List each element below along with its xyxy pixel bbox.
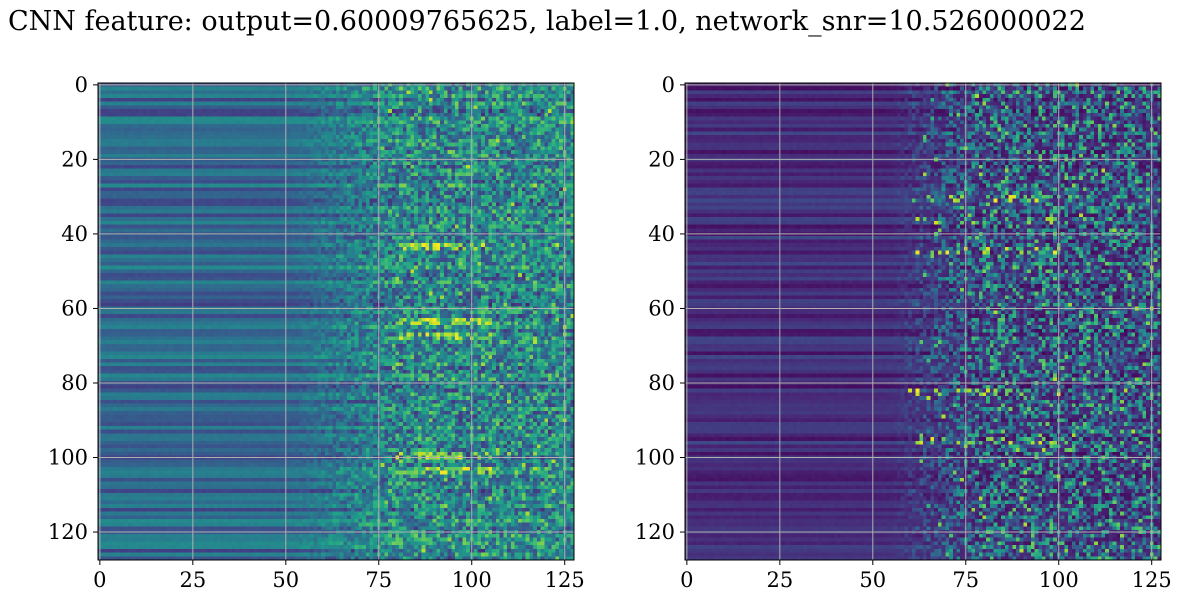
axes-frame xyxy=(97,82,575,561)
x-tick-label: 50 xyxy=(859,568,886,592)
y-tick-label: 120 xyxy=(48,520,88,544)
y-tick-label: 60 xyxy=(61,296,88,320)
heatmap-panel: 0 25 50 75 100 125 0 20 40 60 80 100 120 xyxy=(48,73,585,592)
figure-title: CNN feature: output=0.60009765625, label… xyxy=(8,6,1086,37)
y-tick-label: 20 xyxy=(61,147,88,171)
x-tick-label: 75 xyxy=(952,568,979,592)
x-tick-label: 25 xyxy=(179,568,206,592)
x-tick-label: 100 xyxy=(1039,568,1079,592)
x-tick-label: 0 xyxy=(680,568,693,592)
x-tick-label: 125 xyxy=(1132,568,1172,592)
y-tick-label: 40 xyxy=(648,222,675,246)
heatmap-image xyxy=(98,83,574,560)
x-tick-label: 75 xyxy=(365,568,392,592)
axes-frame xyxy=(684,82,1162,561)
y-tick-label: 120 xyxy=(635,520,675,544)
x-tick-label: 25 xyxy=(766,568,793,592)
y-tick-label: 100 xyxy=(635,446,675,470)
y-tick-label: 40 xyxy=(61,222,88,246)
heatmap-image xyxy=(685,83,1161,560)
y-tick-label: 80 xyxy=(648,371,675,395)
x-tick-label: 125 xyxy=(545,568,585,592)
x-tick-label: 0 xyxy=(93,568,106,592)
heatmap-panel: 0 25 50 75 100 125 0 20 40 60 80 100 120 xyxy=(635,73,1172,592)
x-tick-label: 100 xyxy=(452,568,492,592)
y-tick-label: 0 xyxy=(662,73,675,97)
y-tick-label: 80 xyxy=(61,371,88,395)
y-tick-label: 20 xyxy=(648,147,675,171)
x-tick-label: 50 xyxy=(272,568,299,592)
y-tick-label: 0 xyxy=(75,73,88,97)
y-tick-label: 100 xyxy=(48,446,88,470)
y-tick-label: 60 xyxy=(648,296,675,320)
